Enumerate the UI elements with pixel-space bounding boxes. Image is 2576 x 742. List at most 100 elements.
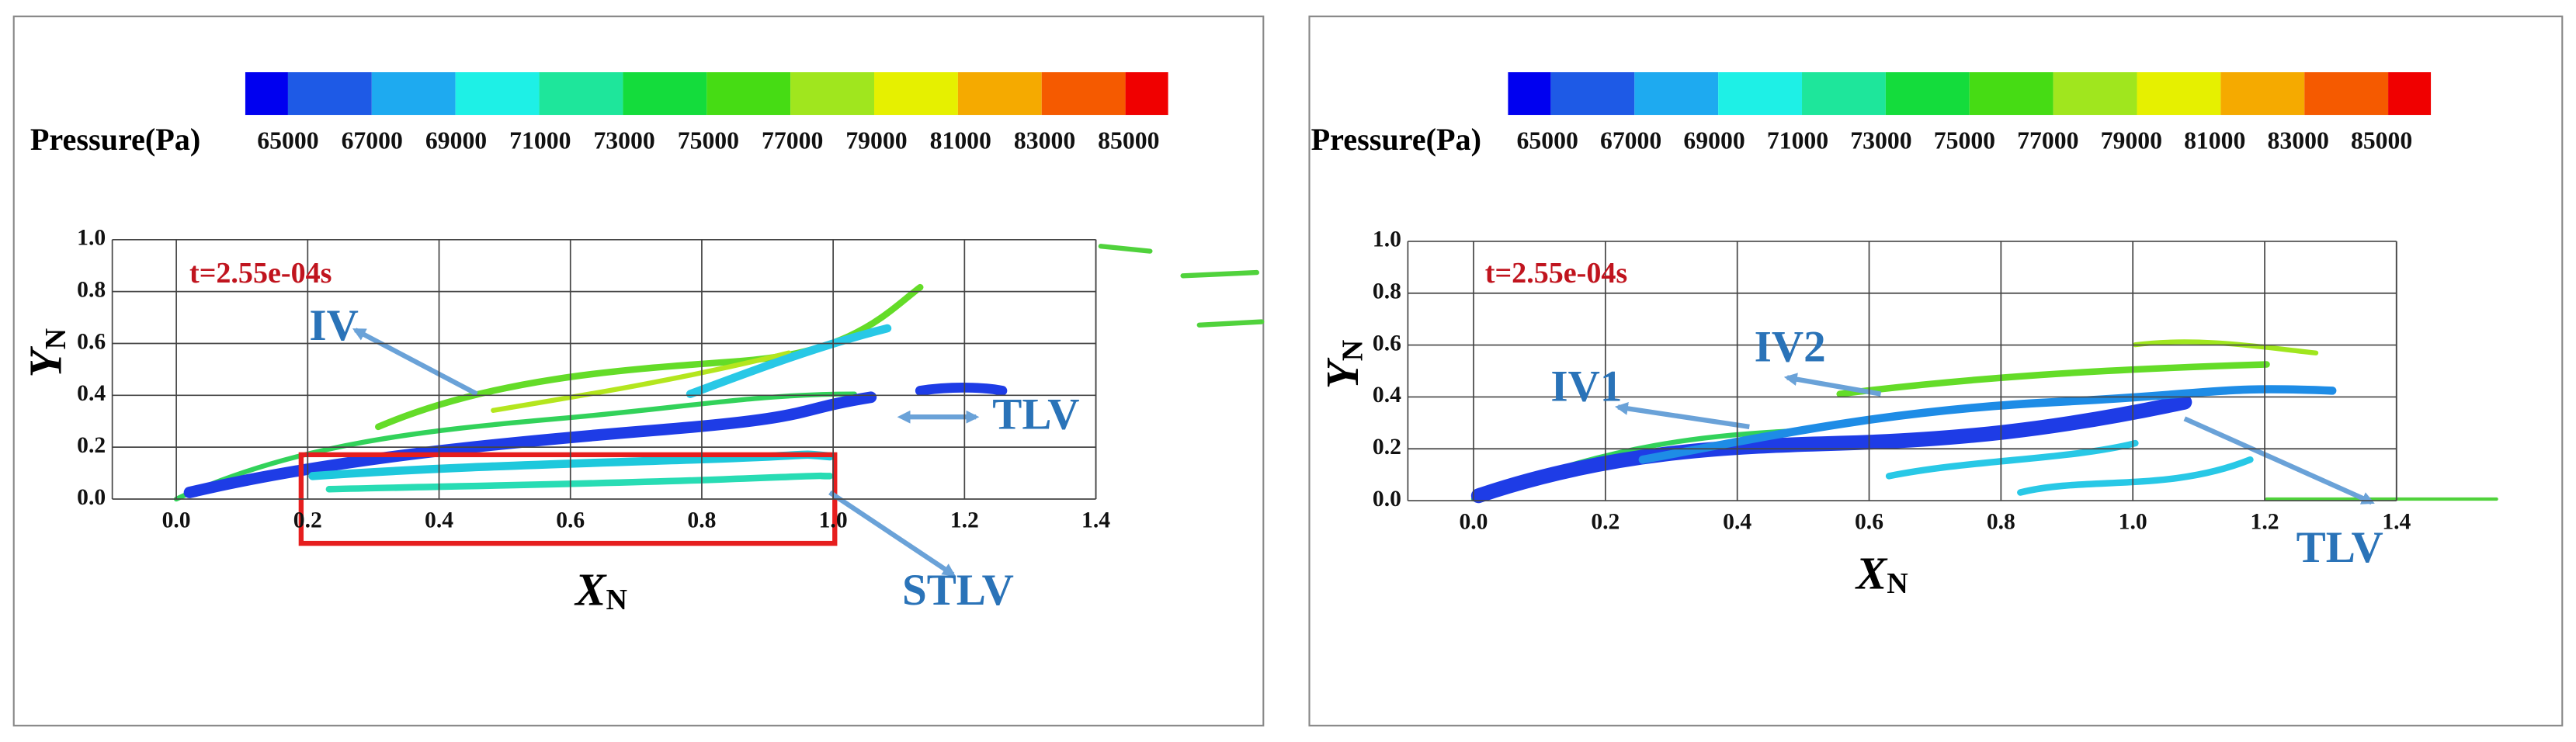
y-tick-label: 1.0 bbox=[77, 226, 106, 251]
x-axis-label-main: X bbox=[1855, 547, 1888, 598]
annotation: IV2 bbox=[1755, 323, 1826, 372]
colorbar-segment bbox=[1718, 72, 1803, 116]
colorbar-segment bbox=[957, 72, 1042, 116]
y-axis-label: YN bbox=[1317, 340, 1370, 390]
colorbar-label: Pressure(Pa) bbox=[30, 122, 200, 157]
y-tick-label: 0.2 bbox=[1373, 435, 1401, 459]
y-tick-label: 0.8 bbox=[1373, 279, 1401, 304]
x-tick-label: 0.8 bbox=[687, 508, 716, 532]
x-tick-label: 1.0 bbox=[819, 508, 848, 532]
colorbar-tick: 73000 bbox=[593, 127, 654, 154]
colorbar-segment bbox=[539, 72, 623, 116]
colorbar-tick: 79000 bbox=[845, 127, 907, 154]
colorbar-segment bbox=[2304, 72, 2389, 116]
x-tick-label: 1.2 bbox=[950, 508, 979, 532]
colorbar-segment bbox=[1885, 72, 1970, 116]
y-tick-label: 1.0 bbox=[1373, 227, 1401, 252]
colorbar-segment bbox=[1550, 72, 1635, 116]
y-tick-label: 0.0 bbox=[77, 485, 106, 510]
y-tick-label: 0.2 bbox=[77, 433, 106, 458]
colorbar-segment bbox=[1125, 72, 1168, 116]
colorbar-tick: 75000 bbox=[678, 127, 739, 154]
colorbar-tick: 85000 bbox=[1098, 127, 1159, 154]
colorbar-tick: 69000 bbox=[425, 127, 487, 154]
colorbar-label: Pressure(Pa) bbox=[1311, 122, 1481, 157]
y-axis-label-main: Y bbox=[19, 346, 71, 378]
colorbar-tick: 75000 bbox=[1934, 127, 1995, 154]
x-tick-label: 1.2 bbox=[2251, 509, 2279, 534]
colorbar-segment bbox=[1634, 72, 1719, 116]
x-tick-label: 0.2 bbox=[293, 508, 322, 532]
colorbar-tick: 65000 bbox=[257, 127, 318, 154]
x-tick-label: 0.2 bbox=[1591, 509, 1620, 534]
y-tick-label: 0.8 bbox=[77, 277, 106, 302]
x-axis-label-sub: N bbox=[606, 584, 628, 616]
y-tick-label: 0.6 bbox=[1373, 331, 1401, 355]
colorbar-segment bbox=[1969, 72, 2054, 116]
y-axis-label: YN bbox=[19, 328, 72, 378]
panel-frame bbox=[12, 16, 1265, 726]
x-tick-label: 0.4 bbox=[1723, 509, 1751, 534]
colorbar-segment bbox=[790, 72, 875, 116]
colorbar-tick: 81000 bbox=[930, 127, 991, 154]
colorbar-segment bbox=[287, 72, 372, 116]
colorbar-tick: 83000 bbox=[1014, 127, 1075, 154]
panel-frame bbox=[1308, 16, 2564, 726]
x-tick-label: 0.0 bbox=[162, 508, 191, 532]
x-axis-label-sub: N bbox=[1887, 567, 1908, 600]
colorbar-tick: 71000 bbox=[1767, 127, 1828, 154]
vortex-structures bbox=[173, 244, 2498, 504]
x-axis-label: XN bbox=[1855, 547, 1908, 600]
colorbar-tick: 71000 bbox=[509, 127, 571, 154]
arrows bbox=[352, 328, 2375, 577]
colorbar-segment bbox=[1802, 72, 1886, 116]
y-axis-label-sub: N bbox=[40, 328, 72, 349]
y-tick-label: 0.6 bbox=[77, 329, 106, 354]
colorbar-segment bbox=[2137, 72, 2221, 116]
colorbar-segment bbox=[1508, 72, 1551, 116]
y-tick-label: 0.4 bbox=[1373, 383, 1401, 407]
time-label: t=2.55e-04s bbox=[1485, 257, 1627, 290]
y-axis-label-sub: N bbox=[1336, 340, 1369, 361]
x-tick-label: 1.4 bbox=[2382, 509, 2411, 534]
x-tick-label: 0.4 bbox=[425, 508, 453, 532]
colorbar-segment bbox=[623, 72, 707, 116]
y-axis-label-main: Y bbox=[1317, 357, 1368, 389]
x-tick-label: 0.8 bbox=[1987, 509, 2015, 534]
x-axis-label: XN bbox=[574, 563, 627, 616]
annotation: TLV bbox=[2297, 523, 2383, 572]
colorbar-segment bbox=[245, 72, 288, 116]
y-tick-label: 0.4 bbox=[77, 381, 106, 406]
colorbar-segment bbox=[2220, 72, 2305, 116]
colorbar-tick: 85000 bbox=[2351, 127, 2412, 154]
annotation: IV bbox=[309, 301, 358, 350]
x-tick-label: 0.0 bbox=[1459, 509, 1488, 534]
x-tick-label: 1.4 bbox=[1081, 508, 1110, 532]
colorbar-tick: 79000 bbox=[2101, 127, 2162, 154]
annotation: TLV bbox=[992, 390, 1079, 439]
time-label: t=2.55e-04s bbox=[189, 257, 332, 290]
colorbar-segment bbox=[874, 72, 958, 116]
colorbar-tick: 83000 bbox=[2268, 127, 2329, 154]
x-tick-label: 1.0 bbox=[2119, 509, 2147, 534]
colorbar-tick: 67000 bbox=[1600, 127, 1661, 154]
colorbar-segment bbox=[455, 72, 540, 116]
colorbar-tick: 73000 bbox=[1850, 127, 1911, 154]
annotation: STLV bbox=[902, 566, 1014, 615]
colorbar-segment bbox=[706, 72, 791, 116]
colorbar-segment bbox=[2388, 72, 2432, 116]
colorbar-segment bbox=[1041, 72, 1126, 116]
colorbar-tick: 67000 bbox=[342, 127, 403, 154]
colorbar-segment bbox=[2053, 72, 2137, 116]
y-tick-label: 0.0 bbox=[1373, 487, 1401, 511]
x-tick-label: 0.6 bbox=[1855, 509, 1883, 534]
annotation: IV1 bbox=[1550, 362, 1622, 411]
colorbar-tick: 65000 bbox=[1517, 127, 1578, 154]
colorbar-tick: 81000 bbox=[2184, 127, 2245, 154]
x-tick-label: 0.6 bbox=[556, 508, 585, 532]
colorbar-tick: 77000 bbox=[2017, 127, 2078, 154]
colorbar-segment bbox=[371, 72, 456, 116]
colorbar-tick: 77000 bbox=[762, 127, 823, 154]
colorbar-tick: 69000 bbox=[1683, 127, 1745, 154]
